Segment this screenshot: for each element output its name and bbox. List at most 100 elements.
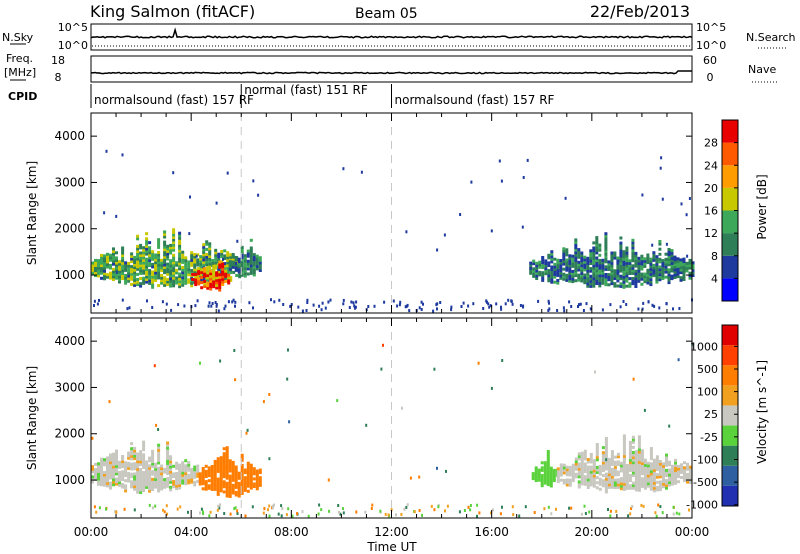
data-cell: [580, 277, 584, 280]
data-cell: [683, 473, 686, 477]
data-cell: [616, 284, 620, 288]
data-cell: [665, 453, 668, 457]
data-cell: [550, 250, 554, 254]
data-cell: [631, 466, 635, 470]
data-cell: [583, 449, 587, 453]
data-cell: [409, 476, 412, 480]
data-cell: [175, 484, 179, 488]
data-cell: [133, 457, 137, 461]
data-cell: [252, 255, 256, 259]
data-cell: [240, 261, 244, 265]
data-cell: [609, 509, 612, 513]
data-cell: [103, 264, 106, 268]
data-cell: [568, 478, 572, 482]
data-cell: [625, 254, 629, 258]
data-cell: [166, 456, 170, 460]
data-cell: [637, 277, 641, 281]
data-cell: [580, 259, 584, 263]
data-cell: [220, 252, 224, 256]
data-cell: [355, 300, 358, 304]
data-cell: [595, 236, 599, 240]
data-cell: [607, 457, 611, 461]
data-cell: [184, 279, 188, 283]
data-cell: [249, 269, 253, 273]
data-cell: [552, 471, 556, 475]
data-cell: [658, 275, 662, 279]
data-cell: [219, 481, 223, 485]
data-cell: [225, 476, 229, 480]
data-cell: [157, 458, 161, 462]
data-cell: [583, 477, 587, 481]
data-cell: [255, 267, 259, 271]
data-cell: [237, 267, 241, 271]
data-cell: [646, 256, 650, 259]
data-cell: [547, 505, 550, 509]
data-cell: [571, 259, 575, 263]
data-cell: [145, 483, 149, 487]
data-cell: [106, 474, 109, 478]
data-cell: [589, 475, 593, 479]
data-cell: [222, 490, 226, 494]
data-cell: [210, 465, 214, 468]
data-cell: [595, 282, 599, 285]
data-cell: [658, 265, 662, 269]
data-cell: [225, 474, 229, 478]
data-cell: [151, 457, 155, 461]
data-cell: [652, 481, 656, 485]
data-cell: [679, 258, 683, 262]
data-cell: [540, 476, 544, 480]
data-cell: [658, 273, 662, 277]
data-cell: [676, 257, 680, 261]
data-cell: [543, 468, 547, 472]
colorbar-tick-label: 20: [704, 182, 718, 195]
data-cell: [577, 255, 581, 259]
data-cell: [175, 268, 179, 272]
data-cell: [121, 483, 125, 486]
data-cell: [112, 470, 115, 474]
data-cell: [277, 512, 280, 516]
data-cell: [181, 253, 185, 257]
data-cell: [106, 263, 109, 266]
data-cell: [178, 471, 182, 475]
data-cell: [240, 479, 244, 483]
data-cell: [613, 284, 617, 288]
data-cell: [100, 276, 103, 280]
data-cell: [660, 156, 663, 160]
data-cell: [148, 269, 152, 273]
data-cell: [580, 461, 584, 465]
data-cell: [198, 482, 202, 486]
data-cell: [118, 260, 121, 264]
data-cell: [217, 267, 221, 271]
data-cell: [672, 307, 674, 311]
data-cell: [166, 482, 170, 486]
data-cell: [169, 279, 173, 283]
data-cell: [245, 431, 248, 435]
data-cell: [634, 251, 638, 255]
data-cell: [106, 257, 109, 261]
data-cell: [598, 258, 602, 262]
data-cell: [658, 252, 662, 256]
data-cell: [637, 473, 641, 477]
data-cell: [580, 254, 584, 258]
data-cell: [187, 468, 191, 472]
data-cell: [163, 478, 167, 482]
data-cell: [607, 268, 611, 271]
data-cell: [577, 475, 581, 479]
data-cell: [106, 461, 109, 465]
data-cell: [163, 253, 167, 257]
data-cell: [580, 482, 584, 486]
data-cell: [172, 266, 176, 270]
data-cell: [658, 278, 662, 282]
data-cell: [306, 301, 309, 304]
data-cell: [228, 492, 232, 496]
data-cell: [103, 254, 106, 258]
data-cell: [130, 457, 134, 461]
data-cell: [622, 436, 626, 440]
data-cell: [622, 472, 626, 476]
data-cell: [166, 257, 170, 261]
data-cell: [121, 465, 125, 469]
data-cell: [679, 276, 683, 280]
nsky-label: N.Sky: [2, 31, 34, 44]
data-cell: [673, 270, 677, 274]
data-cell: [231, 483, 235, 487]
